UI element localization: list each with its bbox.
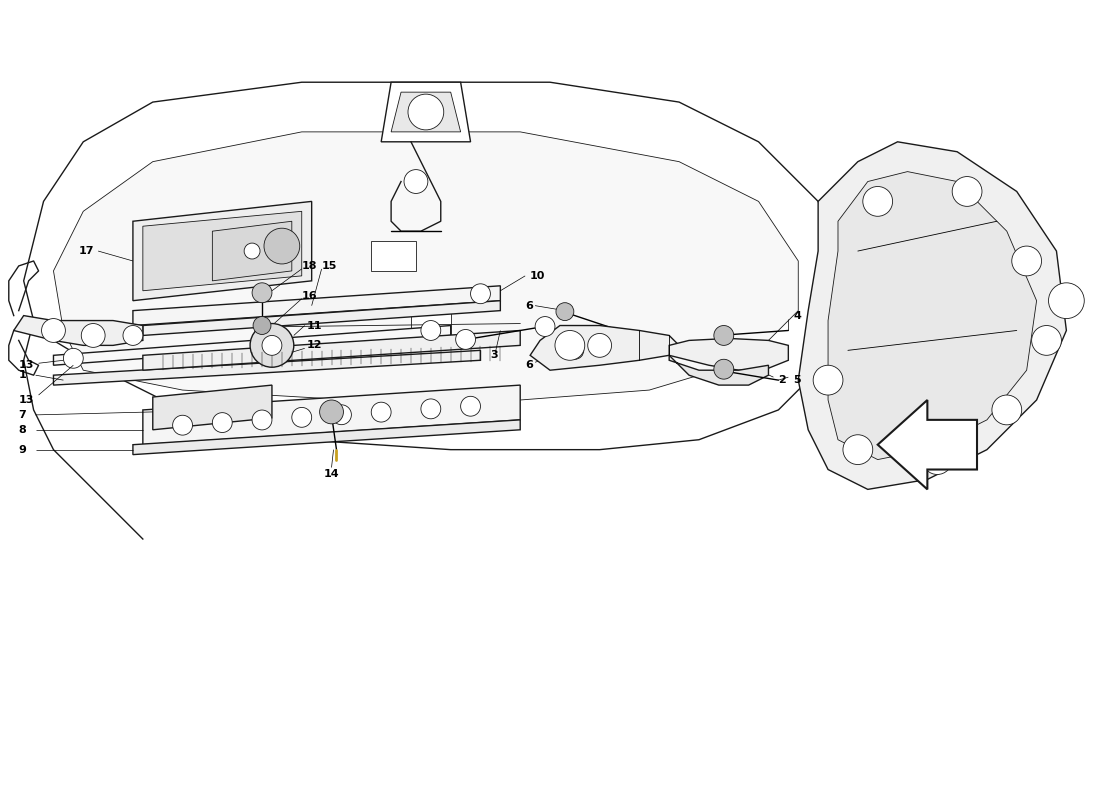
Circle shape [252, 283, 272, 302]
Polygon shape [669, 338, 789, 370]
Text: 8: 8 [19, 425, 26, 434]
Circle shape [421, 399, 441, 418]
Circle shape [992, 395, 1022, 425]
Circle shape [331, 405, 351, 425]
Circle shape [173, 415, 192, 435]
Circle shape [212, 413, 232, 433]
Bar [411, 310, 451, 341]
Circle shape [408, 94, 443, 130]
Text: 2: 2 [779, 375, 786, 385]
Polygon shape [133, 202, 311, 301]
Text: 9: 9 [19, 445, 26, 454]
Text: 16: 16 [301, 290, 318, 301]
Circle shape [320, 400, 343, 424]
Circle shape [843, 434, 872, 465]
Circle shape [244, 243, 260, 259]
Text: 5: 5 [793, 375, 801, 385]
Text: 15: 15 [321, 261, 337, 271]
Text: elitespares: elitespares [288, 274, 515, 308]
Polygon shape [392, 92, 461, 132]
Circle shape [250, 323, 294, 367]
Polygon shape [143, 385, 520, 445]
Polygon shape [828, 171, 1036, 459]
Circle shape [372, 402, 392, 422]
Polygon shape [14, 315, 143, 346]
Polygon shape [799, 142, 1066, 490]
Text: a passion for parts since 1985: a passion for parts since 1985 [276, 338, 486, 352]
Polygon shape [669, 355, 769, 385]
Circle shape [264, 228, 299, 264]
Text: 3: 3 [491, 350, 498, 360]
Circle shape [535, 317, 556, 337]
Circle shape [714, 326, 734, 346]
Circle shape [1012, 246, 1042, 276]
Polygon shape [382, 82, 471, 142]
Circle shape [168, 403, 187, 421]
Text: 11: 11 [307, 321, 322, 330]
Polygon shape [54, 350, 481, 385]
Circle shape [42, 318, 65, 342]
Text: 7: 7 [19, 410, 26, 420]
Circle shape [455, 330, 475, 350]
Polygon shape [878, 400, 977, 490]
Circle shape [81, 323, 106, 347]
Polygon shape [153, 385, 272, 430]
Circle shape [714, 359, 734, 379]
Polygon shape [530, 326, 679, 370]
Circle shape [253, 317, 271, 334]
Circle shape [1048, 283, 1085, 318]
Text: 6: 6 [525, 301, 533, 310]
Polygon shape [24, 82, 848, 450]
Text: 6: 6 [525, 360, 533, 370]
Text: 1: 1 [19, 370, 26, 380]
Circle shape [421, 321, 441, 341]
Circle shape [565, 342, 584, 359]
Circle shape [262, 335, 282, 355]
Circle shape [923, 445, 953, 474]
Polygon shape [143, 301, 500, 335]
Circle shape [123, 326, 143, 346]
Circle shape [404, 170, 428, 194]
Circle shape [862, 186, 892, 216]
Text: 13: 13 [19, 395, 34, 405]
Circle shape [953, 177, 982, 206]
Polygon shape [212, 222, 292, 281]
Circle shape [813, 366, 843, 395]
Text: 4: 4 [793, 310, 801, 321]
Text: 18: 18 [301, 261, 317, 271]
Text: 12: 12 [307, 340, 322, 350]
Text: 14: 14 [323, 470, 339, 479]
Polygon shape [54, 326, 451, 366]
Polygon shape [133, 420, 520, 454]
Circle shape [252, 410, 272, 430]
Polygon shape [143, 330, 520, 370]
Text: 10: 10 [530, 271, 546, 281]
Circle shape [461, 396, 481, 416]
Circle shape [292, 407, 311, 427]
Polygon shape [54, 132, 799, 400]
Text: 13: 13 [19, 360, 34, 370]
Circle shape [556, 330, 585, 360]
Polygon shape [133, 286, 500, 326]
Circle shape [64, 348, 84, 368]
Text: 17: 17 [78, 246, 94, 256]
Circle shape [587, 334, 612, 358]
Circle shape [1032, 326, 1062, 355]
Polygon shape [143, 211, 301, 290]
Circle shape [556, 302, 574, 321]
Bar [372, 241, 416, 271]
Circle shape [471, 284, 491, 304]
